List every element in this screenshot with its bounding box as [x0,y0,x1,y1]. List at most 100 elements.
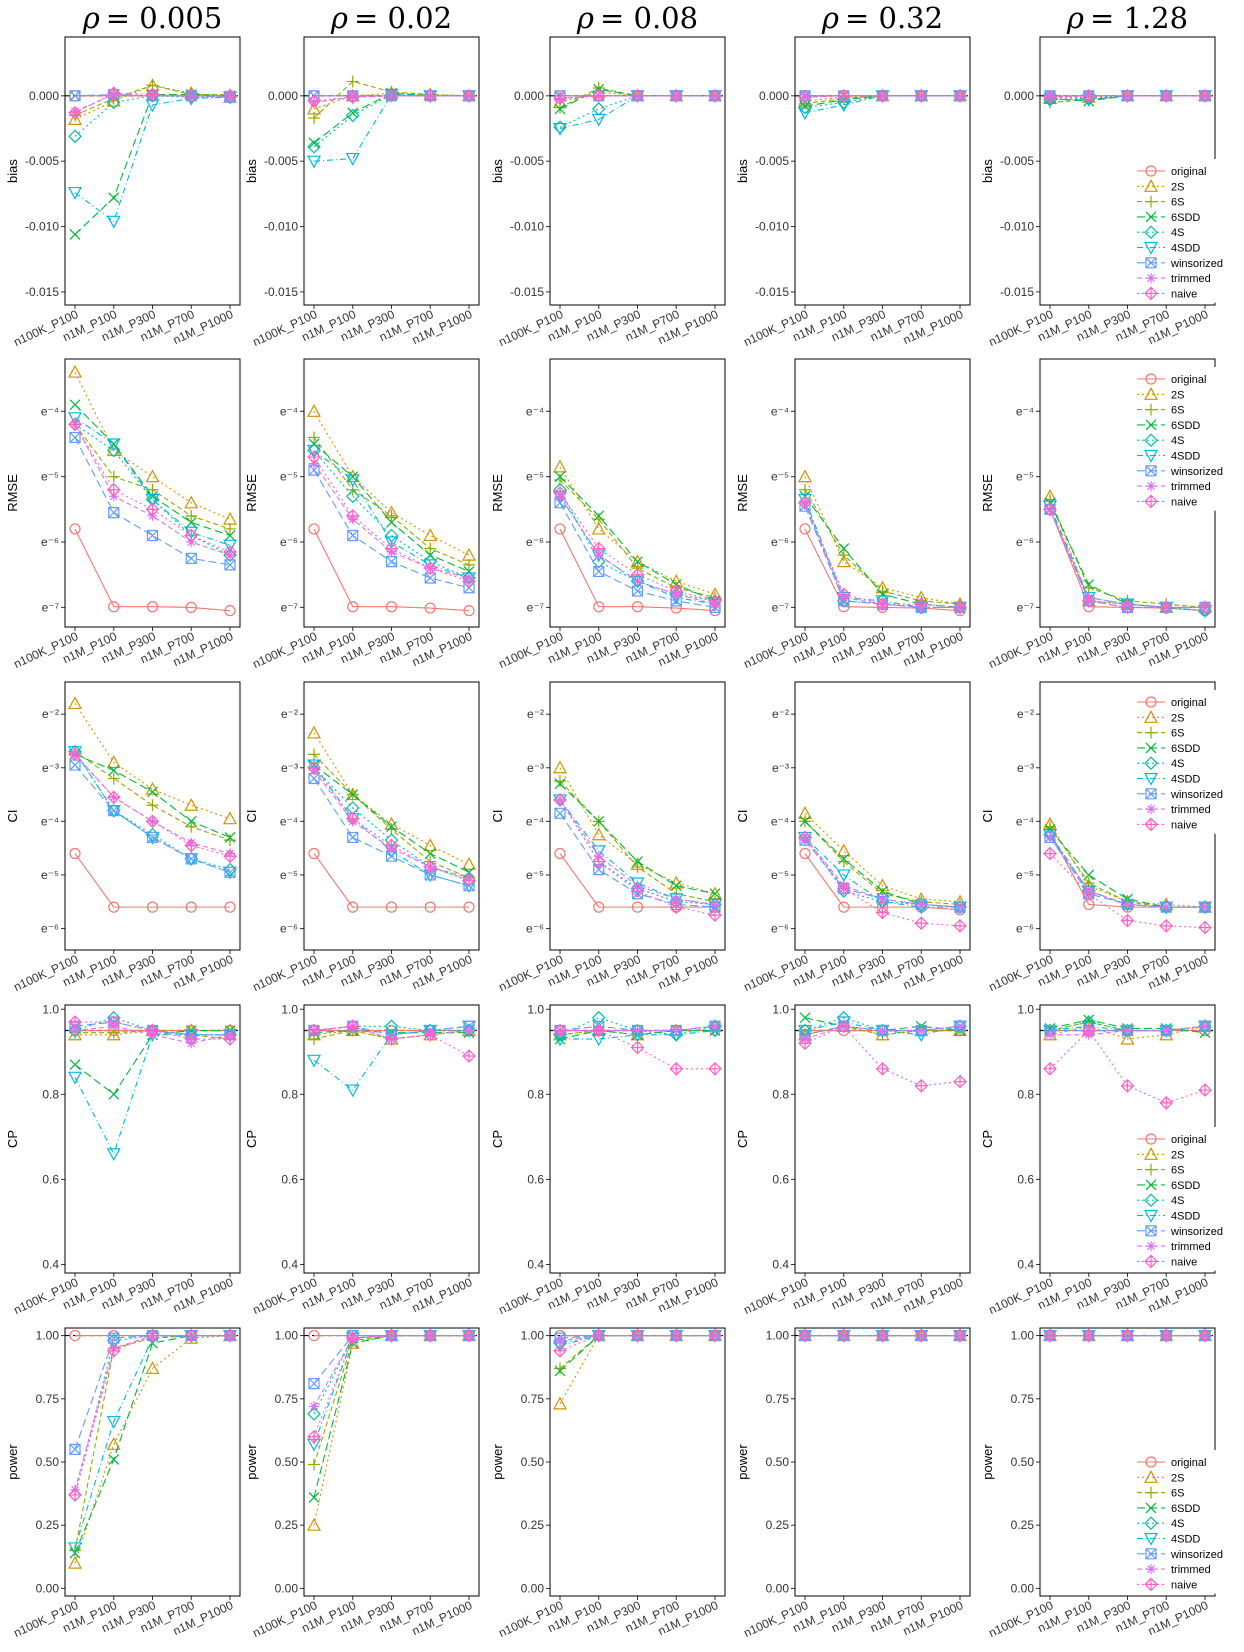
data-point [224,866,236,878]
data-point [423,838,438,852]
data-point [385,601,398,613]
data-point [107,772,120,785]
data-point [345,474,360,488]
series-line [74,853,230,908]
y-tick-label: e⁻⁴ [280,404,298,418]
legend-marker [1143,241,1159,255]
series-4SDD [67,91,238,229]
panel-CP-2: CP1.00.80.60.4n100K_P100n1M_P100n1M_P300… [490,1002,726,1317]
y-tick-label: -0.005 [1000,154,1034,168]
y-tick-label: -0.015 [25,285,59,299]
legend-marker [1143,1532,1159,1546]
data-point [145,1361,160,1375]
panel-frame [549,1327,726,1597]
y-tick-label: 0.00 [1011,1581,1035,1595]
data-point [552,122,568,136]
data-point [953,919,967,933]
data-point [593,864,605,876]
data-point [836,554,851,568]
panel-frame [64,681,241,951]
data-point [708,594,722,608]
data-point [385,509,398,522]
data-point [224,834,236,847]
y-tick-label: e⁻² [1017,707,1034,721]
y-tick-label: e⁻⁶ [41,535,59,549]
series-4S [68,1328,237,1502]
data-point [224,559,236,571]
data-point [1159,88,1174,103]
y-tick-label: 0.000 [268,89,298,103]
data-point [67,186,83,200]
legend-label: 4S [1171,227,1184,239]
legend-item-4S: 4S [1137,433,1184,447]
legend-marker [1145,257,1157,269]
data-point [914,597,929,611]
legend-marker [1143,1209,1159,1223]
data-point [1198,1328,1212,1343]
data-point [222,539,238,553]
y-tick-label: e⁻² [772,707,789,721]
legend-label: trimmed [1171,273,1211,285]
series-6SDD [69,1330,236,1559]
series-line [313,770,470,879]
data-point [1122,899,1133,910]
legend-label: naive [1171,1579,1197,1591]
data-point [106,1437,121,1450]
y-tick-label: 0.4 [42,1257,59,1271]
data-point [1159,1095,1174,1110]
data-point [1198,600,1212,615]
y-tick-label: e⁻⁴ [771,814,789,828]
data-point [345,1019,360,1034]
series-line [804,812,961,903]
legend-item-4S: 4S [1137,1193,1184,1207]
data-point [185,601,197,613]
series-line [804,837,960,908]
series-line [313,93,469,162]
data-point [798,1328,812,1343]
data-point [108,1454,120,1465]
series-naive [68,1015,237,1046]
y-tick-label: 0.4 [281,1257,298,1271]
data-point [1045,1029,1055,1040]
series-naive [307,450,476,589]
data-point [69,90,81,102]
y-tick-label: 0.6 [1017,1172,1034,1186]
data-point [953,1074,967,1089]
series-naive [798,830,967,933]
data-point [836,1019,851,1034]
data-point [68,1023,82,1038]
data-point [670,880,682,892]
data-point [875,1061,890,1076]
data-point [67,364,83,378]
series-naive [553,486,722,608]
legend-marker [1145,726,1157,739]
column-title-4: ρ = 1.28 [1066,1,1188,35]
data-point [631,585,644,597]
data-point [836,594,851,608]
series-line [74,1335,230,1450]
legend-label: original [1171,374,1206,386]
data-point [308,1491,320,1503]
data-point [593,815,605,827]
data-point [67,696,83,710]
data-point [836,869,851,883]
legend-item-6SDD: 6SDD [1137,742,1200,755]
legend: original 2S 6S 6SDD 4S 4SDD winsorized trimmed n… [1133,1450,1235,1594]
panel-power-4: power1.000.750.500.250.00n100K_P100n1M_P… [980,1327,1235,1640]
data-point [1122,1025,1133,1036]
series-4SDD [67,1029,238,1162]
data-point [669,584,684,598]
series-line [1049,95,1205,98]
legend-item-4SDD: 4SDD [1137,1209,1200,1223]
legend-item-2S: 2S [1137,179,1184,193]
data-point [424,542,437,555]
data-point [345,108,360,123]
data-point [463,558,475,571]
legend-marker [1145,373,1157,385]
data-point [68,105,82,120]
data-point [838,543,850,554]
data-point [185,901,197,913]
legend-item-winsorized: winsorized [1137,1548,1223,1561]
series-line [74,1335,230,1496]
